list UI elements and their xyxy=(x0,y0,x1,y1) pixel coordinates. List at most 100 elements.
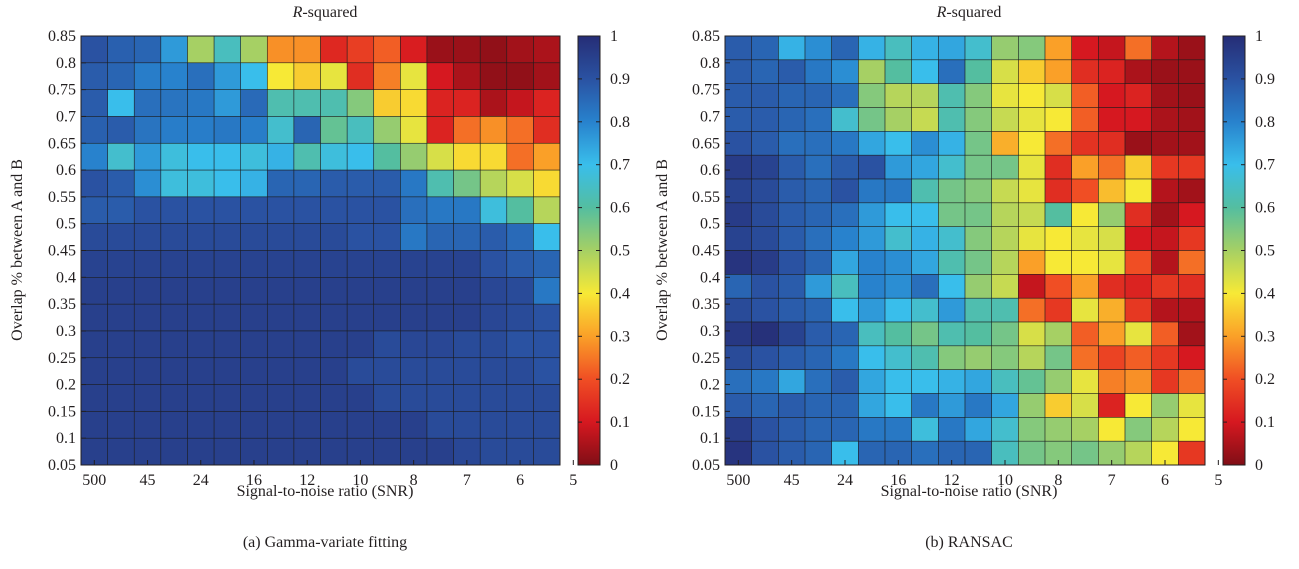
heatmap-cell xyxy=(506,411,534,439)
heatmap-cell xyxy=(751,226,779,251)
heatmap-cell xyxy=(240,277,268,305)
heatmap-cell xyxy=(1018,35,1046,61)
heatmap-cell xyxy=(938,297,966,323)
heatmap-cell xyxy=(80,250,109,278)
y-axis-label: Overlap % between A and B xyxy=(9,159,26,341)
heatmap-cell xyxy=(133,196,162,225)
heatmap-cell xyxy=(1178,202,1206,228)
heatmap-cell xyxy=(373,35,401,64)
heatmap-cell xyxy=(533,357,561,386)
heatmap-cell xyxy=(266,437,295,466)
heatmap-cell xyxy=(831,369,859,395)
heatmap-cell xyxy=(991,250,1019,275)
heatmap-cell xyxy=(107,437,135,466)
axes: 0.05 0.1 0.15 0.2 0.25 0.3 0.35 0.4 0.45 0.5 0.55 0… xyxy=(692,28,1222,489)
panel-caption: (a) Gamma-variate fitting xyxy=(243,534,407,551)
heatmap-cell xyxy=(804,178,833,204)
heatmap-cell xyxy=(80,62,109,91)
heatmap-cell xyxy=(884,154,913,180)
heatmap-cell xyxy=(778,107,806,132)
heatmap-cell xyxy=(751,393,779,418)
heatmap-cell xyxy=(911,178,939,204)
heatmap-cell xyxy=(80,277,109,305)
heatmap-cell xyxy=(266,196,295,225)
heatmap-cell xyxy=(1098,202,1126,228)
heatmap-cell xyxy=(133,62,162,91)
heatmap-cell xyxy=(804,417,833,442)
heatmap-cell xyxy=(133,411,162,439)
heatmap-cell xyxy=(107,116,135,144)
heatmap-cell xyxy=(107,250,135,278)
heatmap-cell xyxy=(506,35,534,64)
heatmap-cell xyxy=(1018,154,1046,180)
y-tick-label: 0.6 xyxy=(56,162,76,179)
heatmap-cell xyxy=(506,303,534,332)
heatmap-cell xyxy=(80,223,109,252)
colorbar-tick-label: 0.6 xyxy=(610,200,630,217)
heatmap-cell xyxy=(964,107,993,132)
heatmap-cell xyxy=(778,131,806,156)
heatmap-cell xyxy=(991,154,1019,180)
heatmap-cell xyxy=(1098,250,1126,275)
heatmap-cell xyxy=(533,330,561,359)
heatmap-cell xyxy=(1124,178,1153,204)
colorbar-tick-label: 0.9 xyxy=(1255,71,1275,88)
heatmap-cell xyxy=(1071,250,1099,275)
heatmap-cell xyxy=(213,169,242,198)
heatmap-cell xyxy=(426,142,455,171)
heatmap-cell xyxy=(778,83,806,108)
y-tick-label: 0.05 xyxy=(692,457,720,474)
heatmap-cell xyxy=(479,35,508,64)
heatmap-cell xyxy=(346,250,375,278)
heatmap-cell xyxy=(804,440,833,466)
heatmap-cell xyxy=(80,142,109,171)
y-tick-label: 0.35 xyxy=(48,296,76,313)
heatmap-cell xyxy=(831,154,859,180)
heatmap-cell xyxy=(911,369,939,395)
heatmap-cell xyxy=(266,89,295,117)
heatmap-cell xyxy=(858,250,886,275)
heatmap-cell xyxy=(991,202,1019,228)
colorbar-tick-label: 0.4 xyxy=(1255,285,1275,302)
axes: 0.05 0.1 0.15 0.2 0.25 0.3 0.35 0.4 0.45 0.5 0.55 0… xyxy=(48,28,577,489)
heatmap-cell xyxy=(1044,226,1073,251)
heatmap-cell xyxy=(320,223,348,252)
y-tick-label: 0.8 xyxy=(56,55,76,72)
colorbar: 0 0.1 0.2 0.3 0.4 0.5 0.6 0.7 0.8 0.9 1 xyxy=(1222,28,1275,474)
heatmap-cell xyxy=(804,345,833,371)
heatmap-cell xyxy=(346,142,375,171)
heatmap-cell xyxy=(858,35,886,61)
y-tick-label: 0.7 xyxy=(700,108,720,125)
heatmap-cell xyxy=(240,35,268,64)
y-tick-label: 0.2 xyxy=(56,377,76,394)
heatmap-cell xyxy=(938,131,966,156)
heatmap-cell xyxy=(426,223,455,252)
heatmap-cell xyxy=(400,223,428,252)
heatmap-cell xyxy=(724,274,753,299)
heatmap-cell xyxy=(858,321,886,347)
y-tick-label: 0.45 xyxy=(692,243,720,260)
heatmap-cell xyxy=(240,357,268,386)
colorbar-tick-label: 0 xyxy=(1255,457,1263,474)
heatmap-cell xyxy=(426,169,455,198)
heatmap-cell xyxy=(1124,154,1153,180)
heatmap-cell xyxy=(1018,345,1046,371)
heatmap-cell xyxy=(938,154,966,180)
heatmap-cell xyxy=(831,107,859,132)
heatmap-cell xyxy=(107,62,135,91)
heatmap-cell xyxy=(426,384,455,412)
heatmap-cell xyxy=(1178,107,1206,132)
heatmap-cell xyxy=(479,357,508,386)
heatmap-cell xyxy=(858,393,886,418)
heatmap-cell xyxy=(533,437,561,466)
heatmap-cell xyxy=(479,411,508,439)
heatmap-cell xyxy=(1018,178,1046,204)
heatmap-cell xyxy=(778,202,806,228)
heatmap-cell xyxy=(1044,297,1073,323)
heatmap-cell xyxy=(724,83,753,108)
heatmap-cell xyxy=(751,35,779,61)
heatmap-cell xyxy=(1098,345,1126,371)
heatmap-cell xyxy=(187,357,215,386)
heatmap-cell xyxy=(1044,417,1073,442)
